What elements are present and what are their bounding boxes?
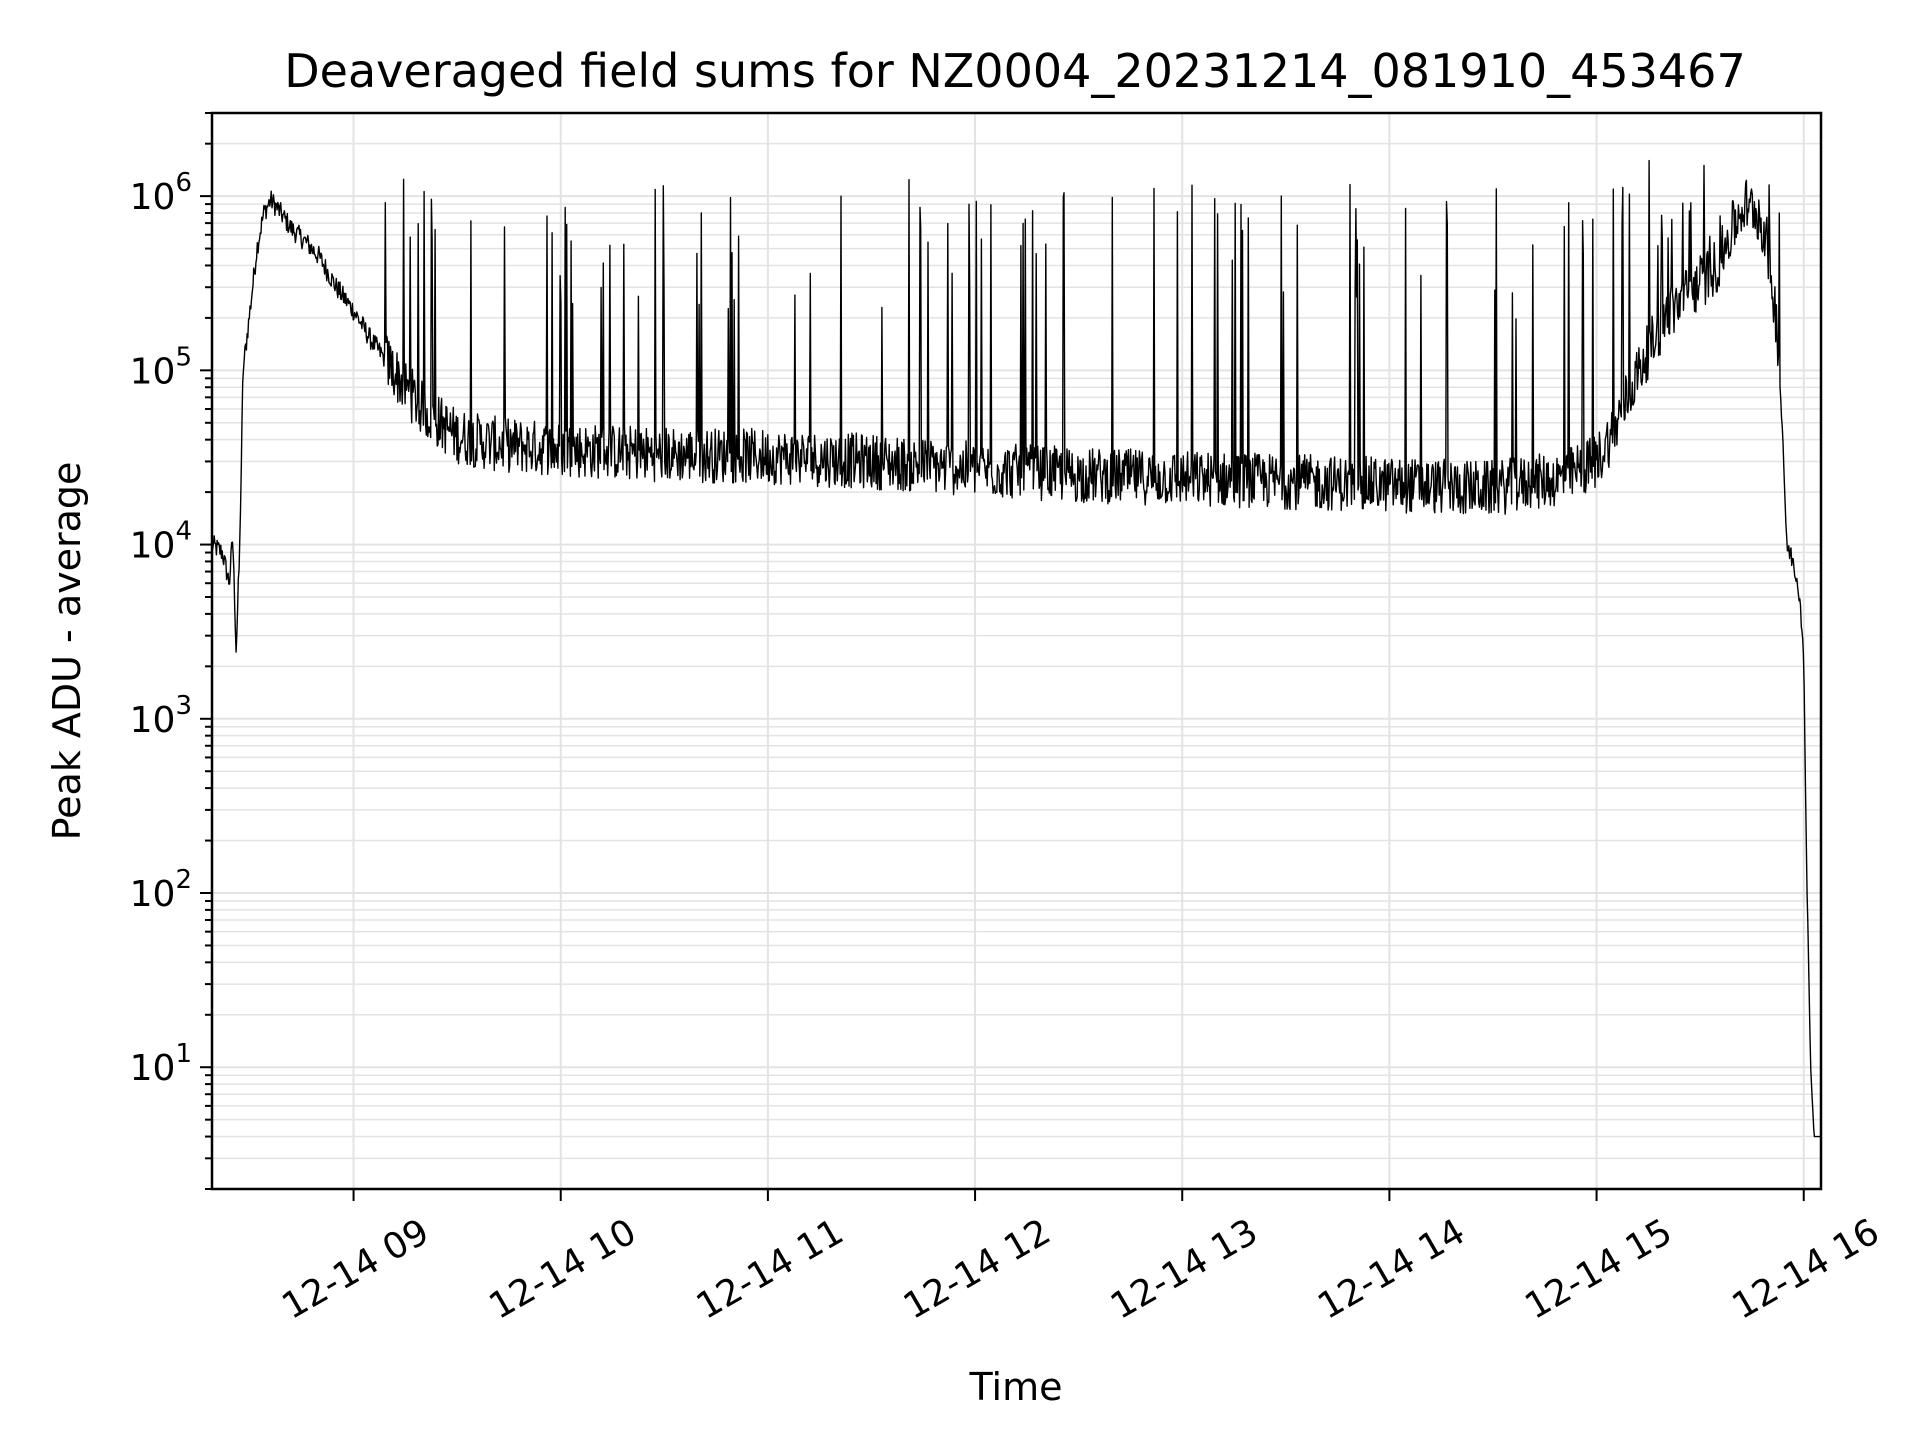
- x-tick-label: 12-14 11: [690, 1211, 851, 1327]
- x-tick-label: 12-14 16: [1726, 1211, 1887, 1327]
- y-axis-label: Peak ADU - average: [45, 462, 89, 841]
- x-tick-label: 12-14 10: [483, 1211, 644, 1327]
- x-tick-label: 12-14 14: [1311, 1211, 1472, 1327]
- y-tick-label: 103: [130, 691, 192, 741]
- series-line: [211, 159, 1821, 1138]
- x-tick-label: 12-14 15: [1518, 1211, 1679, 1327]
- grid-layer: [212, 112, 1821, 1190]
- plot-frame: [210, 111, 1823, 1191]
- chart-title: Deaveraged field sums for NZ0004_2023121…: [284, 44, 1745, 98]
- y-tick-label: 106: [130, 168, 192, 218]
- x-tick-label: 12-14 13: [1104, 1211, 1265, 1327]
- y-tick-label: 104: [130, 517, 192, 567]
- x-axis-label: Time: [969, 1365, 1063, 1409]
- y-tick-label: 105: [130, 342, 192, 392]
- x-tick-label: 12-14 12: [897, 1211, 1058, 1327]
- x-tick-label: 12-14 09: [275, 1211, 436, 1327]
- y-tick-label: 101: [130, 1039, 192, 1089]
- y-tick-label: 102: [130, 865, 192, 915]
